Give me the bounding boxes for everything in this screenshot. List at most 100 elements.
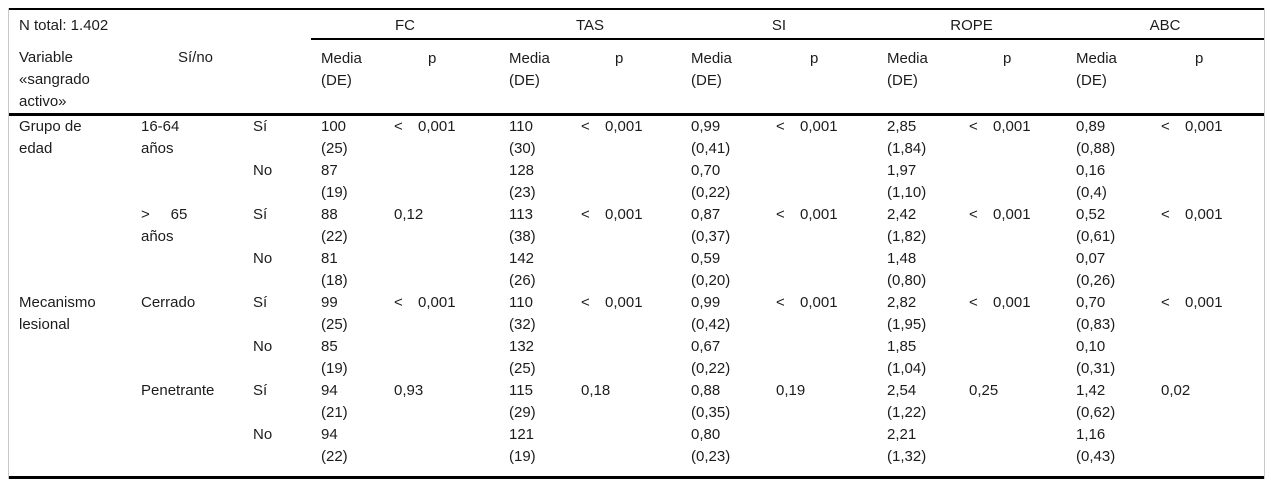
p-value: 0,001 [993, 118, 1031, 135]
cell-media-fc: 100 (25) [321, 118, 348, 157]
cell-yesno: No [253, 338, 273, 355]
cell-yesno: Sí [253, 382, 268, 399]
cell-p-fc [384, 160, 499, 204]
cell-p-rope: <0,001 [959, 204, 1066, 248]
cell-variable [9, 160, 131, 204]
cell-media-rope: 2,42 (1,82) [887, 206, 927, 245]
cell-yesno: No [253, 162, 273, 179]
cell-variable [9, 336, 131, 380]
media-de-header-rope: Media (DE) [877, 39, 959, 116]
less-than-sign: < [776, 294, 785, 311]
cell-media-si: 0,59 (0,20) [691, 250, 731, 289]
cell-category: Penetrante [141, 382, 215, 399]
cell-yesno: Sí [253, 294, 268, 311]
cell-p-si [766, 336, 877, 380]
cell-media-tas: 142 (26) [509, 250, 536, 289]
p-value: 0,001 [800, 118, 838, 135]
cell-p-tas [571, 160, 681, 204]
cell-media-rope: 2,82 (1,95) [887, 294, 927, 333]
p-header-abc: p [1151, 39, 1265, 116]
less-than-sign: < [581, 294, 590, 311]
p-value: 0,001 [993, 294, 1031, 311]
cell-media-si: 0,70 (0,22) [691, 162, 731, 201]
less-than-sign: < [969, 206, 978, 223]
cell-media-si: 0,88 (0,35) [691, 382, 731, 421]
cell-category [131, 160, 243, 204]
table-row: > 65 años Sí 88 (22) 0,12 113 (38) <0,001 0,87… [9, 204, 1264, 248]
p-value: 0,001 [605, 294, 643, 311]
media-de-header-tas: Media (DE) [499, 39, 571, 116]
cell-media-si: 0,99 (0,42) [691, 294, 731, 333]
cell-media-fc: 87 (19) [321, 162, 348, 201]
cell-media-rope: 2,85 (1,84) [887, 118, 927, 157]
less-than-sign: < [969, 294, 978, 311]
cell-p-rope [959, 424, 1066, 478]
cell-p-abc: 0,02 [1151, 380, 1264, 424]
less-than-sign: < [581, 118, 590, 135]
cell-media-fc: 94 (21) [321, 382, 348, 421]
cell-media-tas: 121 (19) [509, 426, 536, 465]
less-than-sign: < [776, 206, 785, 223]
cell-p-rope: <0,001 [959, 115, 1066, 161]
cell-p-fc [384, 336, 499, 380]
cell-p-abc [1151, 248, 1264, 292]
table-row: No 87 (19) 128 (23) 0,70 (0,22) 1,97 (1,10) 0… [9, 160, 1264, 204]
p-header-fc: p [384, 39, 499, 116]
cell-yesno: No [253, 426, 273, 443]
cell-category: > 65 años [141, 206, 188, 245]
cell-media-abc: 0,07 (0,26) [1076, 250, 1116, 289]
p-header-rope: p [959, 39, 1067, 116]
cell-p-fc: <0,001 [384, 115, 499, 161]
cell-category [131, 424, 243, 478]
cell-category: Cerrado [141, 294, 196, 311]
cell-media-si: 0,99 (0,41) [691, 118, 731, 157]
cell-p-si: <0,001 [766, 292, 877, 336]
variable-header: Variable «sangrado activo» [9, 39, 131, 116]
less-than-sign: < [581, 206, 590, 223]
p-value: 0,001 [418, 118, 456, 135]
cell-yesno: Sí [253, 118, 268, 135]
cell-p-abc [1151, 160, 1264, 204]
cell-media-abc: 1,16 (0,43) [1076, 426, 1116, 465]
cell-media-tas: 110 (32) [509, 294, 536, 333]
p-value: 0,001 [605, 118, 643, 135]
cell-p-tas [571, 248, 681, 292]
p-value: 0,001 [1185, 118, 1223, 135]
cell-media-rope: 2,21 (1,32) [887, 426, 927, 465]
p-value: 0,12 [394, 206, 424, 223]
less-than-sign: < [969, 118, 978, 135]
p-value: 0,001 [605, 206, 643, 223]
p-value: 0,001 [800, 206, 838, 223]
cell-media-rope: 2,54 (1,22) [887, 382, 927, 421]
cell-p-si: 0,19 [766, 380, 877, 424]
cell-media-abc: 0,10 (0,31) [1076, 338, 1116, 377]
cell-p-fc [384, 248, 499, 292]
cell-media-tas: 110 (30) [509, 118, 536, 157]
p-header-si: p [766, 39, 877, 116]
p-value: 0,93 [394, 382, 424, 399]
group-header-si: SI [681, 9, 877, 40]
group-header-abc: ABC [1066, 9, 1265, 40]
cell-yesno: No [253, 250, 273, 267]
cell-category [131, 336, 243, 380]
cell-category [131, 248, 243, 292]
cell-media-abc: 0,52 (0,61) [1076, 206, 1116, 245]
less-than-sign: < [1161, 206, 1170, 223]
less-than-sign: < [1161, 294, 1170, 311]
p-value: 0,19 [776, 382, 806, 399]
cell-p-abc [1151, 336, 1264, 380]
table-row: Grupo de edad 16-64 años Sí 100 (25) <0,001 1… [9, 115, 1264, 161]
table-row: Penetrante Sí 94 (21) 0,93 115 (29) 0,18 0,88 … [9, 380, 1264, 424]
cell-media-tas: 128 (23) [509, 162, 536, 201]
cell-p-tas: 0,18 [571, 380, 681, 424]
cell-media-fc: 99 (25) [321, 294, 348, 333]
cell-media-tas: 115 (29) [509, 382, 536, 421]
table-row: No 85 (19) 132 (25) 0,67 (0,22) 1,85 (1,04) 0… [9, 336, 1264, 380]
cell-media-fc: 85 (19) [321, 338, 348, 377]
p-value: 0,18 [581, 382, 611, 399]
cell-media-fc: 94 (22) [321, 426, 348, 465]
table-row: No 94 (22) 121 (19) 0,80 (0,23) 2,21 (1,32) 1… [9, 424, 1264, 478]
p-value: 0,02 [1161, 382, 1191, 399]
column-header-row: Variable «sangrado activo» Sí/no Media (… [9, 39, 1265, 116]
p-header-tas: p [571, 39, 681, 116]
